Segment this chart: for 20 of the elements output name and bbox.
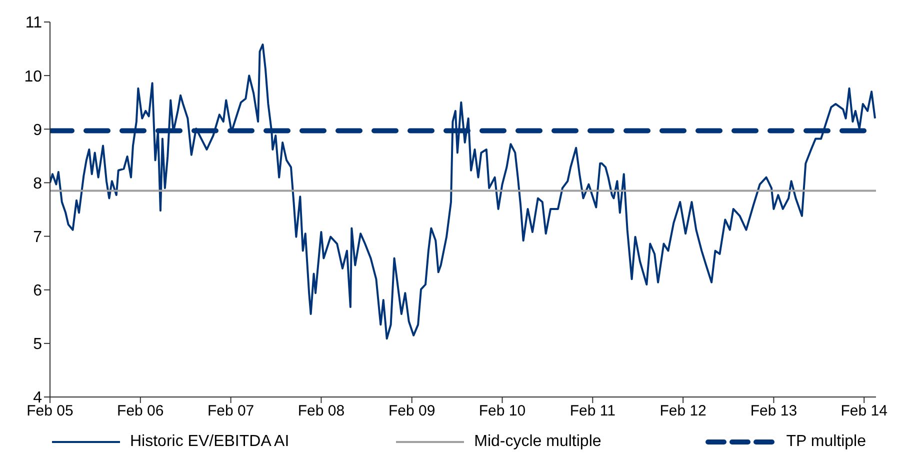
x-tick-label: Feb 14	[840, 402, 888, 420]
y-tick-label: 11	[25, 14, 42, 32]
x-tick-label: Feb 07	[207, 402, 254, 420]
y-tick-label: 5	[33, 336, 42, 354]
legend-label: Historic EV/EBITDA AI	[130, 433, 290, 451]
x-tick-label: Feb 09	[388, 402, 436, 420]
y-tick-label: 7	[33, 228, 42, 246]
y-tick-label: 6	[33, 282, 42, 300]
x-tick-label: Feb 12	[660, 402, 706, 420]
x-tick-label: Feb 13	[750, 402, 798, 420]
legend-label: TP multiple	[786, 433, 866, 451]
y-tick-label: 9	[33, 122, 42, 139]
x-tick-label: Feb 11	[570, 402, 616, 420]
x-tick-label: Feb 08	[298, 402, 345, 420]
line-series	[50, 44, 876, 340]
y-tick-label: 10	[24, 68, 42, 86]
y-tick-label: 8	[33, 175, 42, 192]
legend-label: Mid-cycle multiple	[474, 433, 602, 451]
x-tick-label: Feb 06	[117, 402, 164, 420]
x-tick-label: Feb 10	[478, 402, 526, 420]
